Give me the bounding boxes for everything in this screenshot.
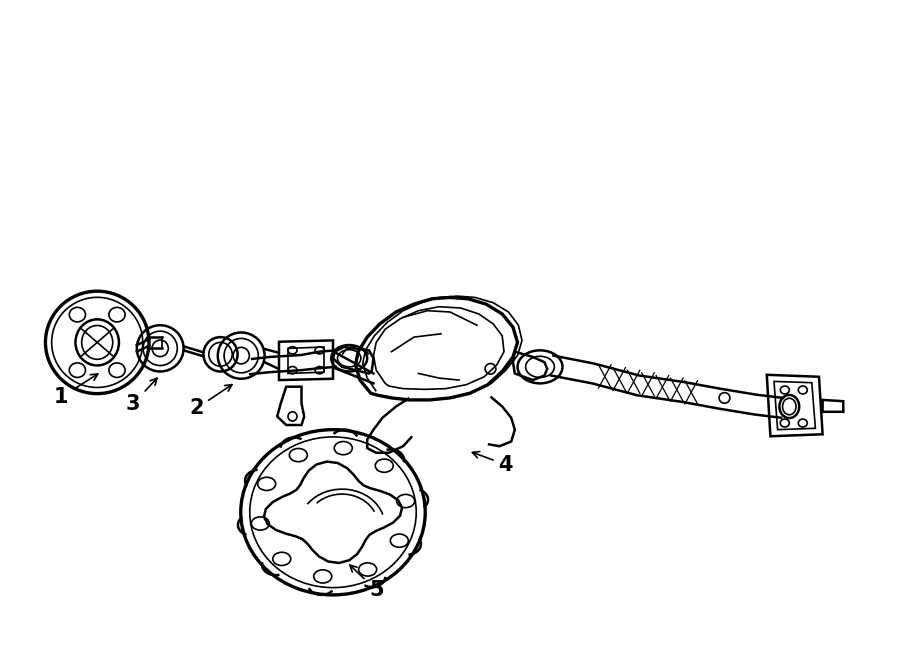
Text: 3: 3 — [126, 378, 157, 414]
Text: 4: 4 — [472, 451, 513, 475]
Text: 5: 5 — [350, 565, 383, 600]
Text: 1: 1 — [54, 374, 98, 407]
Text: 2: 2 — [189, 385, 232, 418]
